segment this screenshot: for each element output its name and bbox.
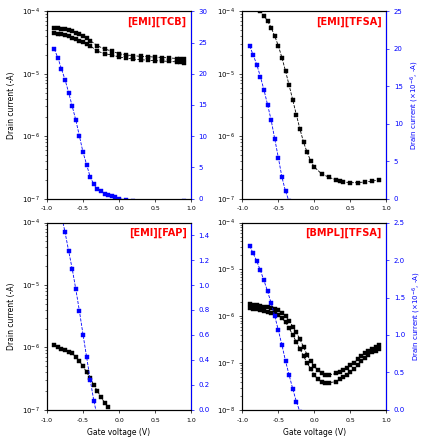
X-axis label: Gate voltage (V): Gate voltage (V)	[283, 428, 346, 437]
Text: [EMI][TFSA]: [EMI][TFSA]	[316, 17, 382, 27]
Text: [EMI][TCB]: [EMI][TCB]	[128, 17, 187, 27]
Y-axis label: Drain current ($\times$10$^{-6}$, -A): Drain current ($\times$10$^{-6}$, -A)	[408, 60, 421, 150]
X-axis label: Gate voltage (V): Gate voltage (V)	[87, 428, 150, 437]
Y-axis label: Drain current (-A): Drain current (-A)	[7, 282, 16, 350]
Text: [BMPL][TFSA]: [BMPL][TFSA]	[306, 228, 382, 238]
Text: [EMI][FAP]: [EMI][FAP]	[129, 228, 187, 238]
Y-axis label: Drain current (-A): Drain current (-A)	[7, 71, 16, 139]
Y-axis label: Drain current ($\times$10$^{-6}$, -A): Drain current ($\times$10$^{-6}$, -A)	[411, 271, 423, 361]
